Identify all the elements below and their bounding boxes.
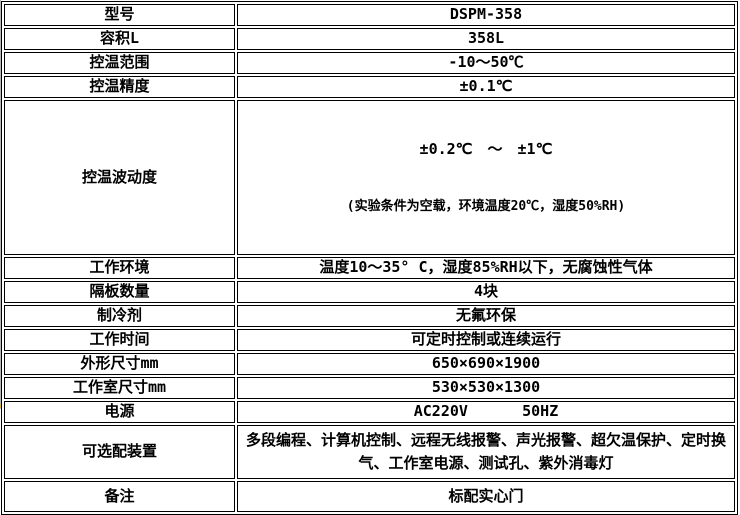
- spec-label: 控温精度: [4, 76, 235, 98]
- spec-value: ±0.2℃ ～ ±1℃ (实验条件为空载，环境温度20℃，湿度50%RH): [237, 100, 735, 255]
- table-row-chamber-size: 工作室尺寸mm 530×530×1300: [4, 376, 735, 399]
- spec-value: 标配实心门: [237, 480, 735, 512]
- spec-label: 型号: [4, 4, 235, 26]
- spec-label: 控温波动度: [4, 100, 235, 255]
- table-row-temp-range: 控温范围 -10～50℃: [4, 52, 735, 74]
- table-row-capacity: 容积L 358L: [4, 28, 735, 50]
- spec-label: 外形尺寸mm: [4, 352, 235, 375]
- table-row-temp-accuracy: 控温精度 ±0.1℃: [4, 76, 735, 98]
- spec-value: 358L: [237, 28, 735, 50]
- spec-value: 530×530×1300: [237, 376, 735, 399]
- table-row-model: 型号 DSPM-358: [4, 4, 735, 26]
- spec-label: 工作室尺寸mm: [4, 376, 235, 399]
- table-row-work-time: 工作时间 可定时控制或连续运行: [4, 328, 735, 351]
- spec-label: 隔板数量: [4, 280, 235, 303]
- spec-label: 可选配装置: [4, 424, 235, 479]
- spec-value: 可定时控制或连续运行: [237, 328, 735, 351]
- spec-value: 4块: [237, 280, 735, 303]
- spec-value: 无氟环保: [237, 304, 735, 327]
- table-row-optional-devices: 可选配装置 多段编程、计算机控制、远程无线报警、声光报警、超欠温保护、定时换气、…: [4, 424, 735, 479]
- spec-value-line1: ±0.2℃ ～ ±1℃: [419, 140, 553, 158]
- spec-value: ±0.1℃: [237, 76, 735, 98]
- table-row-remark: 备注 标配实心门: [4, 480, 735, 512]
- table-row-outer-size: 外形尺寸mm 650×690×1900: [4, 352, 735, 375]
- table-row-work-env: 工作环境 温度10～35° C，湿度85%RH以下，无腐蚀性气体: [4, 256, 735, 279]
- spec-label: 工作环境: [4, 256, 235, 279]
- spec-value-line2: (实验条件为空载，环境温度20℃，湿度50%RH): [346, 198, 626, 214]
- spec-value: -10～50℃: [237, 52, 735, 74]
- spec-value: 650×690×1900: [237, 352, 735, 375]
- spec-label: 备注: [4, 480, 235, 512]
- table-row-shelves: 隔板数量 4块: [4, 280, 735, 303]
- spec-value: 多段编程、计算机控制、远程无线报警、声光报警、超欠温保护、定时换气、工作室电源、…: [237, 424, 735, 479]
- spec-label: 控温范围: [4, 52, 235, 74]
- spec-value: 温度10～35° C，湿度85%RH以下，无腐蚀性气体: [237, 256, 735, 279]
- spec-label: 电源: [4, 400, 235, 423]
- spec-value: AC220V 50HZ: [237, 400, 735, 423]
- page-edge-line: [0, 0, 1, 409]
- spec-label: 容积L: [4, 28, 235, 50]
- spec-table-body: 型号 DSPM-358 容积L 358L 控温范围 -10～50℃ 控温精度 ±…: [4, 4, 735, 512]
- table-row-temp-fluctuation: 控温波动度 ±0.2℃ ～ ±1℃ (实验条件为空载，环境温度20℃，湿度50%…: [4, 100, 735, 255]
- spec-value: DSPM-358: [237, 4, 735, 26]
- table-row-refrigerant: 制冷剂 无氟环保: [4, 304, 735, 327]
- spec-label: 制冷剂: [4, 304, 235, 327]
- table-row-power: 电源 AC220V 50HZ: [4, 400, 735, 423]
- spec-label: 工作时间: [4, 328, 235, 351]
